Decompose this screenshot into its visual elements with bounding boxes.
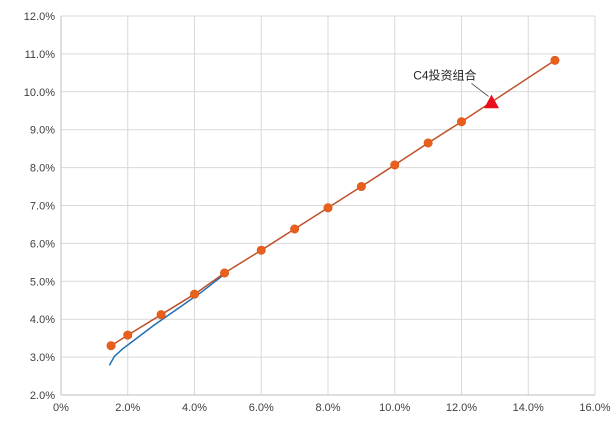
data-point <box>190 289 200 299</box>
series <box>106 55 560 366</box>
y-tick-label: 4.0% <box>30 314 55 326</box>
data-point <box>256 245 266 255</box>
x-tick-label: 0% <box>53 402 69 414</box>
x-tick-label: 4.0% <box>182 402 207 414</box>
y-tick-label: 12.0% <box>24 11 55 23</box>
data-point <box>106 341 116 351</box>
x-tick-label: 12.0% <box>446 402 477 414</box>
c4-portfolio-leader-line <box>471 83 489 97</box>
y-tick-label: 5.0% <box>30 276 55 288</box>
y-tick-label: 2.0% <box>30 390 55 402</box>
y-tick-label: 9.0% <box>30 125 55 137</box>
x-tick-label: 16.0% <box>579 402 610 414</box>
y-tick-label: 10.0% <box>24 87 55 99</box>
x-tick-label: 14.0% <box>513 402 544 414</box>
annotation: C4投资组合 <box>413 67 500 109</box>
y-tick-label: 6.0% <box>30 238 55 250</box>
data-point <box>123 330 133 340</box>
data-point <box>456 117 466 127</box>
data-point <box>290 224 300 234</box>
data-point <box>156 310 166 320</box>
data-point <box>220 268 230 278</box>
axes: 0% 2.0% 4.0% 6.0% 8.0% 10.0% 12.0% 14.0% 16.0%2.… <box>24 11 611 414</box>
y-tick-label: 7.0% <box>30 201 55 213</box>
x-tick-label: 8.0% <box>315 402 340 414</box>
data-point <box>423 138 433 148</box>
x-tick-label: 6.0% <box>249 402 274 414</box>
y-tick-label: 11.0% <box>25 49 56 61</box>
data-point <box>550 55 560 65</box>
y-tick-label: 8.0% <box>30 163 55 175</box>
x-tick-label: 2.0% <box>115 402 140 414</box>
data-point <box>356 182 366 192</box>
x-tick-label: 10.0% <box>379 402 410 414</box>
c4-portfolio-marker <box>484 94 500 109</box>
gridlines <box>60 15 596 396</box>
y-tick-label: 3.0% <box>30 352 55 364</box>
frontier-curve-line <box>108 273 225 366</box>
data-point <box>323 203 333 213</box>
data-point <box>390 160 400 170</box>
c4-portfolio-label: C4投资组合 <box>413 67 476 82</box>
